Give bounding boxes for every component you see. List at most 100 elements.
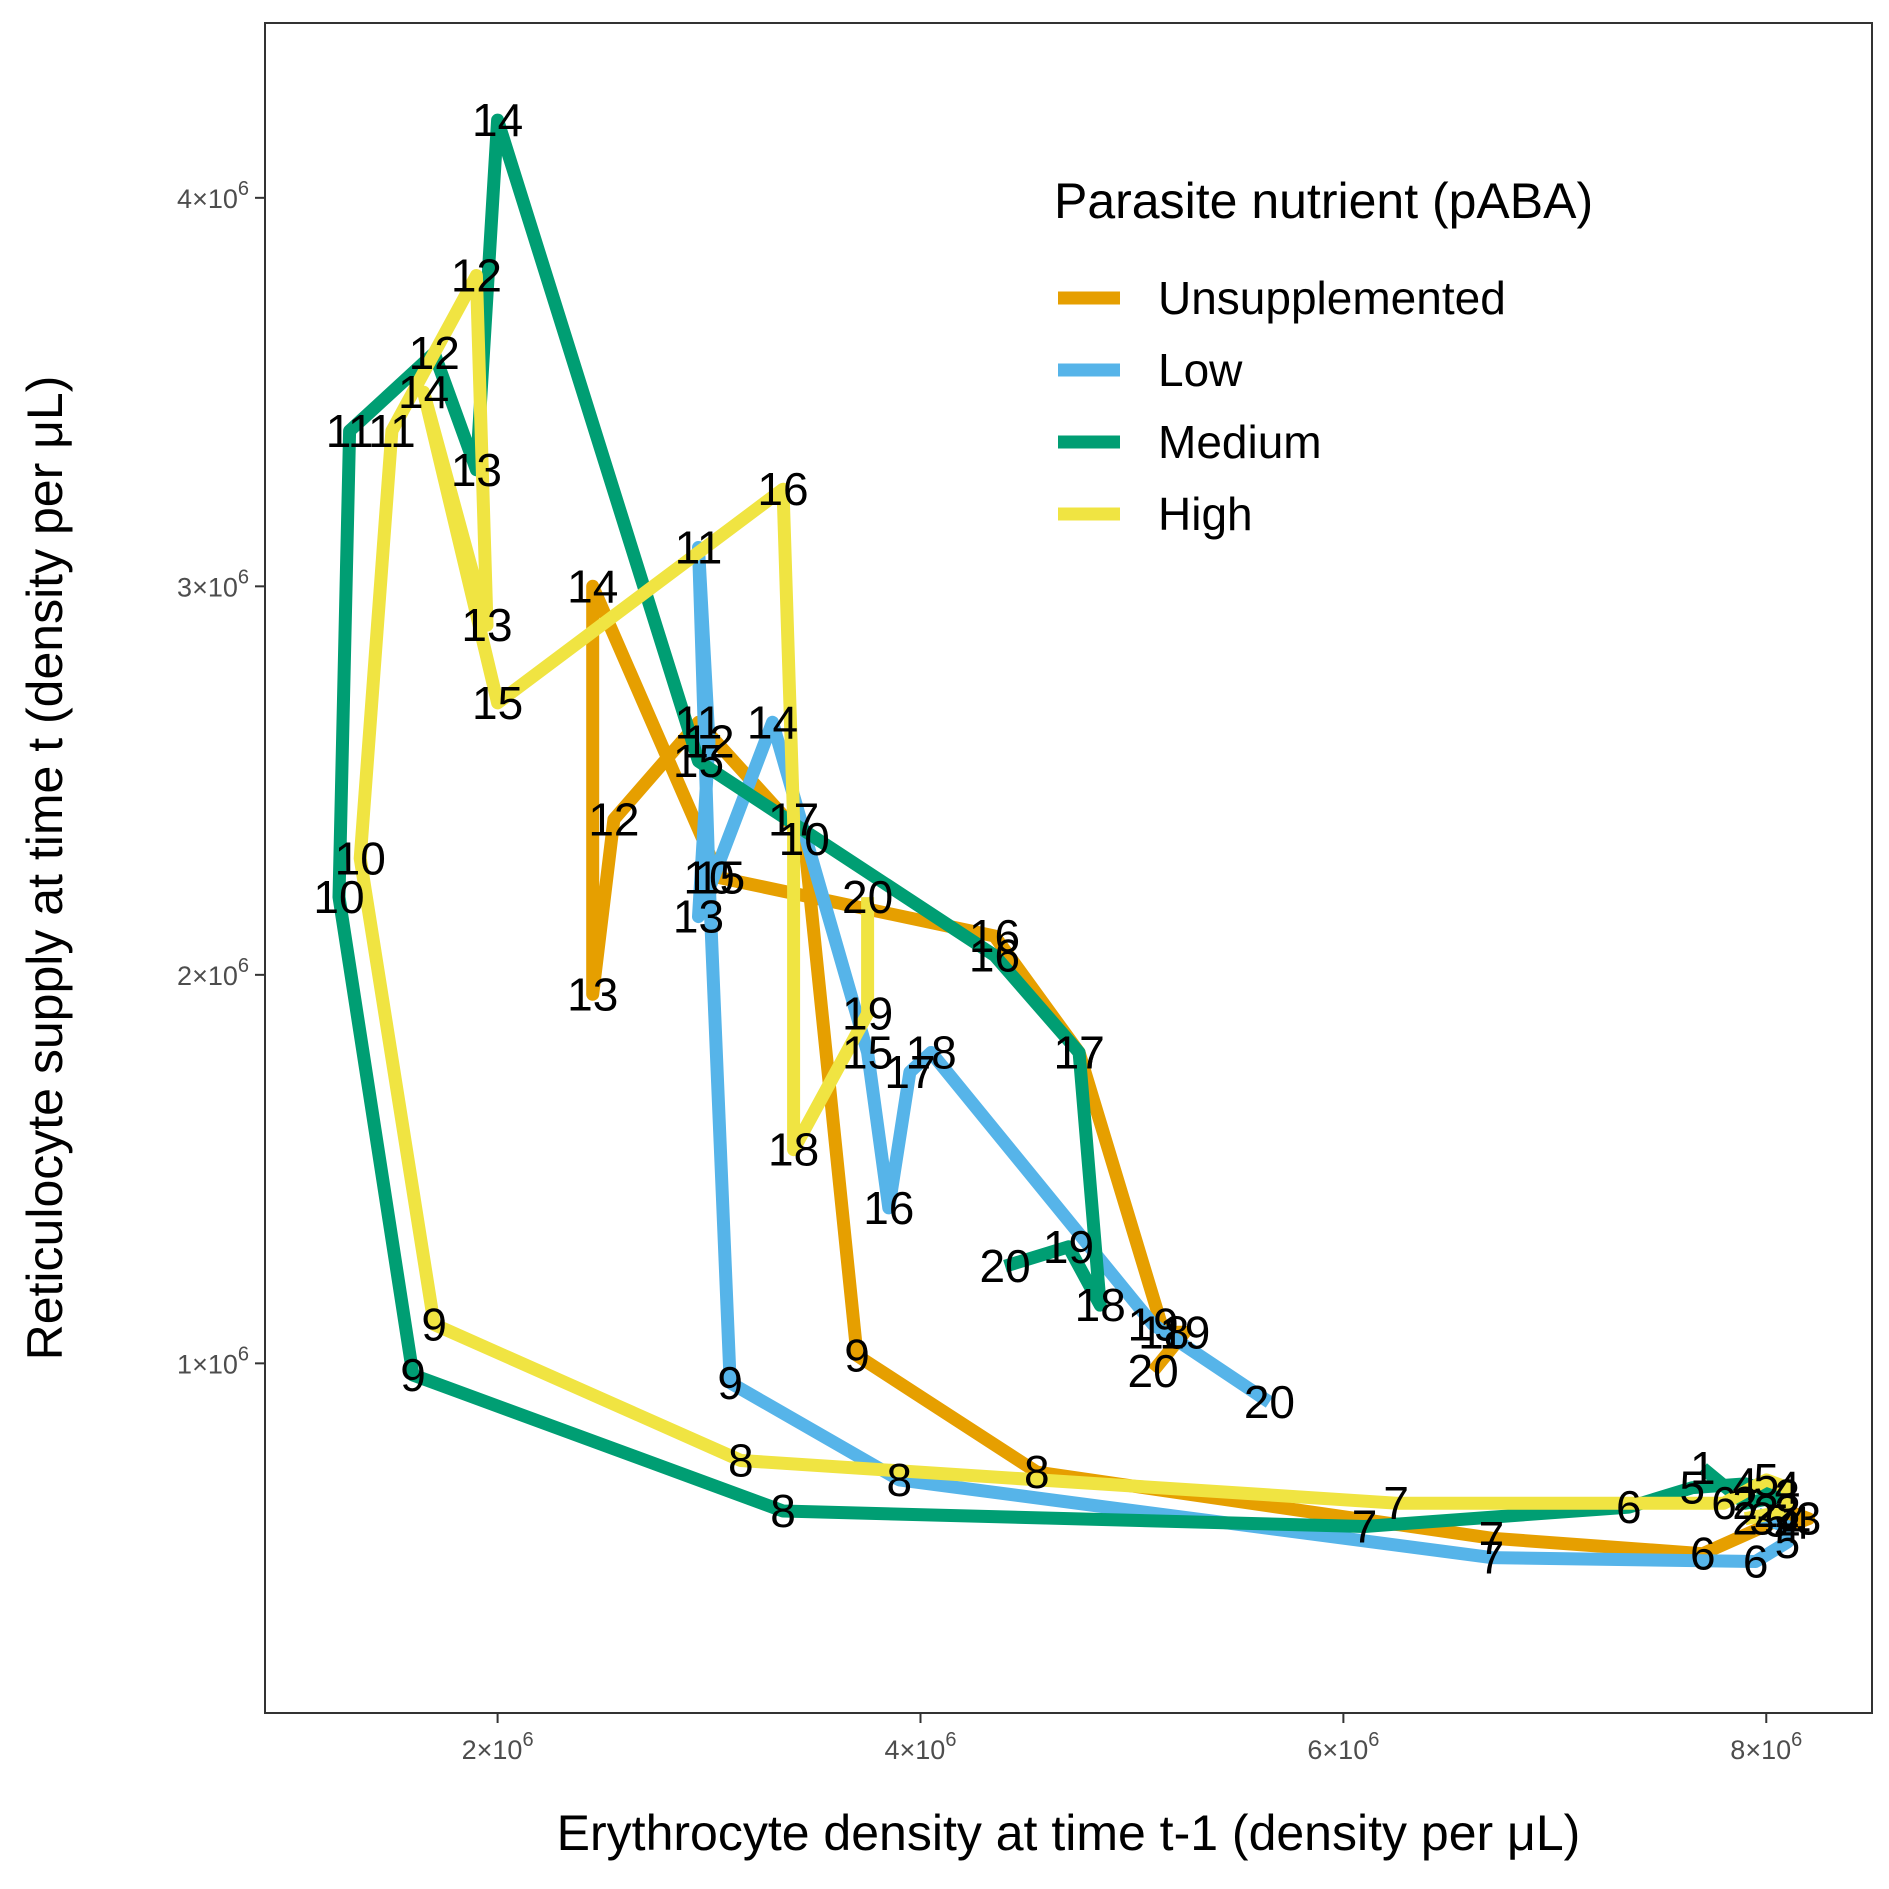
point-label-unsupplemented-day-16: 16 <box>969 910 1020 962</box>
point-label-low-day-7: 7 <box>1479 1532 1505 1584</box>
point-label-medium-day-20: 20 <box>980 1240 1031 1292</box>
point-label-high-day-15: 15 <box>472 677 523 729</box>
point-label-medium-day-16: 16 <box>969 929 1020 981</box>
point-label-medium-day-3: 3 <box>1775 1469 1801 1521</box>
point-label-medium-day-1: 1 <box>1690 1442 1716 1494</box>
point-label-medium-day-15: 15 <box>673 735 724 787</box>
point-label-medium-day-9: 9 <box>400 1349 426 1401</box>
point-label-high-day-14: 14 <box>398 366 449 418</box>
point-label-high-day-6: 6 <box>1711 1477 1737 1529</box>
point-label-low-day-13: 13 <box>673 891 724 943</box>
point-label-unsupplemented-day-5: 5 <box>1764 1495 1790 1547</box>
point-label-high-day-8: 8 <box>728 1435 754 1487</box>
x-tick-label: 8×106 <box>1730 1729 1802 1765</box>
point-label-high-day-2: 2 <box>1732 1493 1758 1545</box>
legend-label-medium: Medium <box>1158 416 1322 468</box>
point-label-high-day-4: 4 <box>1775 1462 1801 1514</box>
point-label-unsupplemented-day-20: 20 <box>1128 1345 1179 1397</box>
point-label-low-day-20: 20 <box>1244 1376 1295 1428</box>
point-label-medium-day-13: 13 <box>451 444 502 496</box>
y-tick-label: 2×106 <box>177 955 249 991</box>
point-label-low-day-2: 2 <box>1754 1485 1780 1537</box>
point-label-low-day-3: 3 <box>1749 1493 1775 1545</box>
legend-label-high: High <box>1158 488 1253 540</box>
point-label-medium-day-6: 6 <box>1616 1481 1642 1533</box>
point-label-unsupplemented-day-8: 8 <box>1024 1446 1050 1498</box>
point-label-low-day-19: 19 <box>1128 1299 1179 1351</box>
y-tick-label: 3×106 <box>177 566 249 602</box>
point-label-low-day-17: 17 <box>884 1046 935 1098</box>
point-label-high-day-20: 20 <box>842 871 893 923</box>
point-label-high-day-18: 18 <box>768 1124 819 1176</box>
point-label-unsupplemented-day-13: 13 <box>567 968 618 1020</box>
series-line-high <box>353 269 1794 1526</box>
point-label-low-day-10: 10 <box>683 852 734 904</box>
legend-label-unsupplemented: Unsupplemented <box>1158 272 1506 324</box>
x-axis: 2×106 4×106 6×106 8×106 <box>462 1713 1802 1765</box>
point-label-medium-day-8: 8 <box>770 1485 796 1537</box>
point-label-unsupplemented-day-17: 17 <box>1054 1027 1105 1079</box>
point-label-medium-day-5: 5 <box>1680 1462 1706 1514</box>
legend: Parasite nutrient (pABA) Unsupplemented L… <box>1054 173 1593 540</box>
point-label-unsupplemented-day-3: 3 <box>1796 1493 1822 1545</box>
point-label-medium-day-11: 11 <box>326 405 374 457</box>
point-label-unsupplemented-day-10: 10 <box>779 813 830 865</box>
y-tick-label: 4×106 <box>177 178 249 214</box>
point-label-low-day-12: 12 <box>683 716 734 768</box>
y-tick-label: 1×106 <box>177 1343 249 1379</box>
point-label-high-day-13: 13 <box>461 599 512 651</box>
series-line-medium <box>332 113 1794 1533</box>
point-label-low-day-9: 9 <box>717 1357 743 1409</box>
point-label-medium-day-2: 2 <box>1732 1477 1758 1529</box>
point-label-low-day-16: 16 <box>863 1182 914 1234</box>
point-label-high-day-11: 11 <box>368 405 416 457</box>
point-label-high-day-7: 7 <box>1383 1477 1409 1529</box>
series-lines <box>332 113 1816 1568</box>
point-label-high-day-12: 12 <box>451 250 502 302</box>
point-label-low-day-11: 11 <box>675 522 723 574</box>
legend-title: Parasite nutrient (pABA) <box>1054 173 1593 229</box>
point-label-high-day-3: 3 <box>1775 1485 1801 1537</box>
point-label-high-day-16: 16 <box>757 463 808 515</box>
point-label-unsupplemented-day-18: 18 <box>1138 1306 1189 1358</box>
point-label-low-day-15: 15 <box>842 1027 893 1079</box>
legend-label-low: Low <box>1158 344 1243 396</box>
point-label-low-day-4: 4 <box>1775 1501 1801 1553</box>
x-tick-label: 6×106 <box>1307 1729 1379 1765</box>
point-label-unsupplemented-day-7: 7 <box>1479 1512 1505 1564</box>
point-label-unsupplemented-day-2: 2 <box>1775 1485 1801 1537</box>
x-tick-label: 4×106 <box>885 1729 957 1765</box>
point-label-low-day-14: 14 <box>747 696 798 748</box>
point-label-high-day-9: 9 <box>421 1299 447 1351</box>
point-label-medium-day-14: 14 <box>472 94 523 146</box>
x-tick-label: 2×106 <box>462 1729 534 1765</box>
point-label-low-day-8: 8 <box>887 1454 913 1506</box>
point-label-high-day-19: 19 <box>842 988 893 1040</box>
point-label-medium-day-4: 4 <box>1732 1458 1758 1510</box>
point-label-medium-day-18: 18 <box>1075 1279 1126 1331</box>
point-label-unsupplemented-day-11: 11 <box>675 696 723 748</box>
y-axis-title: Reticulocyte supply at time t (density p… <box>17 376 73 1361</box>
x-axis-title: Erythrocyte density at time t-1 (density… <box>557 1805 1581 1861</box>
point-label-low-day-5: 5 <box>1775 1516 1801 1568</box>
point-label-low-day-6: 6 <box>1743 1536 1769 1588</box>
point-label-unsupplemented-day-12: 12 <box>588 793 639 845</box>
point-label-unsupplemented-day-19: 19 <box>1159 1306 1210 1358</box>
point-label-high-day-5: 5 <box>1754 1454 1780 1506</box>
point-label-medium-day-7: 7 <box>1352 1501 1378 1553</box>
point-label-high-day-17: 17 <box>768 793 819 845</box>
point-label-unsupplemented-day-15: 15 <box>694 852 745 904</box>
point-label-medium-day-19: 19 <box>1043 1221 1094 1273</box>
point-label-high-day-10: 10 <box>335 832 386 884</box>
point-label-unsupplemented-day-4: 4 <box>1785 1497 1811 1549</box>
point-label-medium-day-10: 10 <box>313 871 364 923</box>
point-label-unsupplemented-day-9: 9 <box>844 1330 870 1382</box>
point-label-unsupplemented-day-6: 6 <box>1690 1528 1716 1580</box>
point-label-medium-day-12: 12 <box>409 327 460 379</box>
y-axis: 1×106 2×106 3×106 4×106 <box>177 178 265 1379</box>
point-label-unsupplemented-day-14: 14 <box>567 560 618 612</box>
point-label-low-day-18: 18 <box>906 1027 957 1079</box>
